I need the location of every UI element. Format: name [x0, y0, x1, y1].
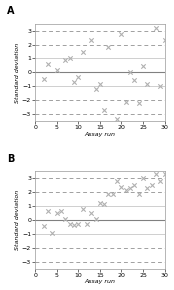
Point — [103, 202, 106, 206]
Point — [107, 45, 110, 50]
Point — [159, 179, 162, 184]
Point — [81, 49, 84, 54]
Point — [120, 32, 123, 37]
Point — [42, 77, 45, 82]
Point — [55, 67, 58, 72]
Point — [124, 187, 127, 192]
Point — [86, 222, 88, 227]
X-axis label: Assay run: Assay run — [84, 132, 115, 137]
Point — [98, 201, 101, 206]
Point — [68, 56, 71, 61]
Point — [155, 26, 157, 30]
Point — [129, 69, 131, 74]
Point — [64, 57, 67, 62]
Point — [98, 81, 101, 86]
Point — [47, 209, 50, 213]
Point — [51, 230, 54, 235]
Point — [142, 175, 144, 180]
Point — [73, 80, 75, 84]
Point — [116, 117, 118, 121]
Point — [90, 38, 93, 43]
Point — [150, 183, 153, 188]
Point — [60, 209, 62, 213]
Point — [73, 223, 75, 227]
Y-axis label: Standard deviation: Standard deviation — [15, 42, 20, 103]
Point — [133, 183, 136, 188]
Point — [47, 62, 50, 66]
Point — [55, 210, 58, 215]
Point — [116, 179, 118, 184]
Point — [155, 172, 157, 177]
Point — [133, 78, 136, 82]
Point — [81, 207, 84, 211]
Point — [137, 192, 140, 197]
Point — [120, 184, 123, 189]
Point — [64, 217, 67, 222]
Point — [159, 84, 162, 89]
Point — [90, 211, 93, 215]
Point — [111, 191, 114, 196]
X-axis label: Assay run: Assay run — [84, 280, 115, 284]
Y-axis label: Standard deviation: Standard deviation — [15, 190, 20, 250]
Point — [163, 172, 166, 177]
Point — [68, 222, 71, 227]
Point — [42, 223, 45, 228]
Point — [103, 108, 106, 112]
Point — [77, 222, 80, 227]
Point — [129, 186, 131, 191]
Point — [163, 38, 166, 43]
Point — [94, 87, 97, 91]
Point — [142, 64, 144, 68]
Point — [107, 191, 110, 196]
Text: A: A — [7, 6, 14, 16]
Point — [146, 186, 149, 191]
Point — [137, 101, 140, 105]
Point — [146, 82, 149, 86]
Point — [94, 217, 97, 222]
Point — [77, 74, 80, 79]
Text: B: B — [7, 154, 14, 164]
Point — [124, 99, 127, 104]
